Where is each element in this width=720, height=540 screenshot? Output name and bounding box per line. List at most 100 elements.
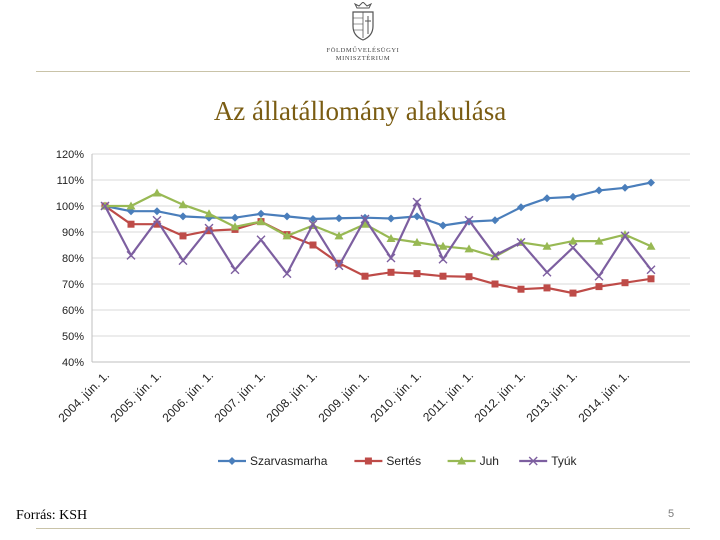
ministry-logo: FÖLDMŰVELÉSÜGYI MINISZTÉRIUM — [318, 1, 408, 72]
data-point — [413, 270, 421, 278]
y-tick-label: 50% — [62, 331, 84, 343]
data-point — [386, 253, 396, 263]
data-point — [335, 214, 343, 223]
data-point — [464, 215, 474, 225]
data-point — [595, 186, 603, 195]
series-line — [104, 199, 652, 278]
data-point — [568, 236, 578, 245]
data-point — [309, 215, 317, 223]
data-point — [465, 273, 473, 281]
data-point — [569, 192, 577, 201]
data-point — [282, 269, 292, 279]
series-line — [104, 205, 652, 295]
x-tick-label: 2011. jún. 1. — [420, 368, 476, 424]
data-point — [127, 220, 135, 228]
data-point — [439, 221, 447, 230]
x-tick-label: 2005. jún. 1. — [108, 368, 165, 425]
y-tick-label: 70% — [62, 279, 84, 291]
coat-of-arms-icon — [352, 1, 374, 41]
data-point — [334, 261, 344, 271]
y-tick-label: 90% — [62, 227, 84, 239]
y-tick-label: 110% — [57, 175, 85, 187]
x-tick-label: 2012. jún. 1. — [472, 368, 529, 425]
data-point — [516, 237, 526, 247]
data-point — [387, 214, 395, 223]
footer-divider — [36, 528, 690, 529]
data-point — [361, 272, 369, 280]
x-tick-label: 2009. jún. 1. — [316, 368, 373, 425]
legend-marker — [364, 457, 372, 465]
data-point — [152, 215, 162, 225]
legend-label: Sertés — [386, 454, 421, 468]
logo-line-2: MINISZTÉRIUM — [335, 55, 391, 62]
slide-title: Az állatállomány alakulása — [213, 96, 507, 126]
data-point — [517, 285, 525, 293]
x-tick-label: 2007. jún. 1. — [212, 368, 269, 425]
data-point — [413, 212, 421, 221]
data-point — [621, 183, 629, 192]
data-point — [152, 188, 162, 197]
data-point — [204, 209, 214, 218]
x-tick-label: 2008. jún. 1. — [264, 368, 321, 425]
data-point — [230, 222, 240, 231]
x-tick-label: 2010. jún. 1. — [368, 368, 425, 425]
data-point — [335, 259, 343, 267]
data-point — [360, 214, 370, 224]
data-point — [517, 203, 525, 212]
data-point — [438, 241, 448, 250]
data-point — [646, 241, 656, 250]
data-point — [153, 207, 161, 216]
data-point — [594, 271, 604, 281]
data-point — [282, 231, 292, 240]
data-point — [542, 241, 552, 250]
data-point — [178, 256, 188, 266]
data-point — [231, 213, 239, 222]
x-tick-label: 2013. jún. 1. — [524, 368, 581, 425]
data-point — [568, 243, 578, 253]
legend-label: Juh — [480, 454, 499, 468]
data-point — [491, 280, 499, 288]
livestock-line-chart: 40% 50% 60% 70% 80% 90% 100% 110% 120% 2004. jún.… — [56, 149, 690, 468]
data-point — [569, 289, 577, 297]
data-point — [543, 284, 551, 292]
data-point — [256, 235, 266, 245]
data-point — [490, 250, 500, 260]
logo-line-1: FÖLDMŰVELÉSÜGYI — [326, 47, 400, 54]
series-line — [104, 181, 652, 227]
data-point — [309, 241, 317, 249]
legend-marker — [228, 457, 236, 465]
data-point — [386, 234, 396, 242]
data-point — [334, 231, 344, 240]
y-tick-label: 120% — [56, 149, 84, 161]
data-point — [621, 279, 629, 287]
data-point — [153, 220, 161, 228]
data-point — [179, 212, 187, 221]
data-point — [387, 268, 395, 276]
data-point — [257, 209, 265, 218]
data-point — [620, 231, 630, 241]
data-point — [491, 216, 499, 225]
legend-label: Tyúk — [551, 454, 577, 468]
data-point — [308, 219, 318, 229]
data-point — [412, 237, 422, 246]
y-tick-label: 40% — [62, 357, 84, 369]
data-point — [438, 254, 448, 264]
data-point — [594, 236, 604, 245]
page-number: 5 — [668, 508, 675, 520]
data-point — [126, 201, 136, 210]
data-point — [542, 267, 552, 277]
legend-label: Szarvasmarha — [250, 454, 328, 468]
data-point — [647, 178, 655, 187]
y-tick-label: 80% — [62, 253, 84, 265]
y-tick-label: 100% — [56, 201, 84, 213]
data-point — [647, 275, 655, 283]
data-point — [464, 244, 474, 253]
data-point — [543, 194, 551, 203]
data-point — [283, 212, 291, 221]
legend-marker — [528, 456, 538, 466]
data-point — [256, 217, 266, 226]
data-point — [439, 272, 447, 280]
source-note: Forrás: KSH — [16, 508, 88, 523]
data-point — [126, 250, 136, 260]
data-point — [179, 232, 187, 240]
